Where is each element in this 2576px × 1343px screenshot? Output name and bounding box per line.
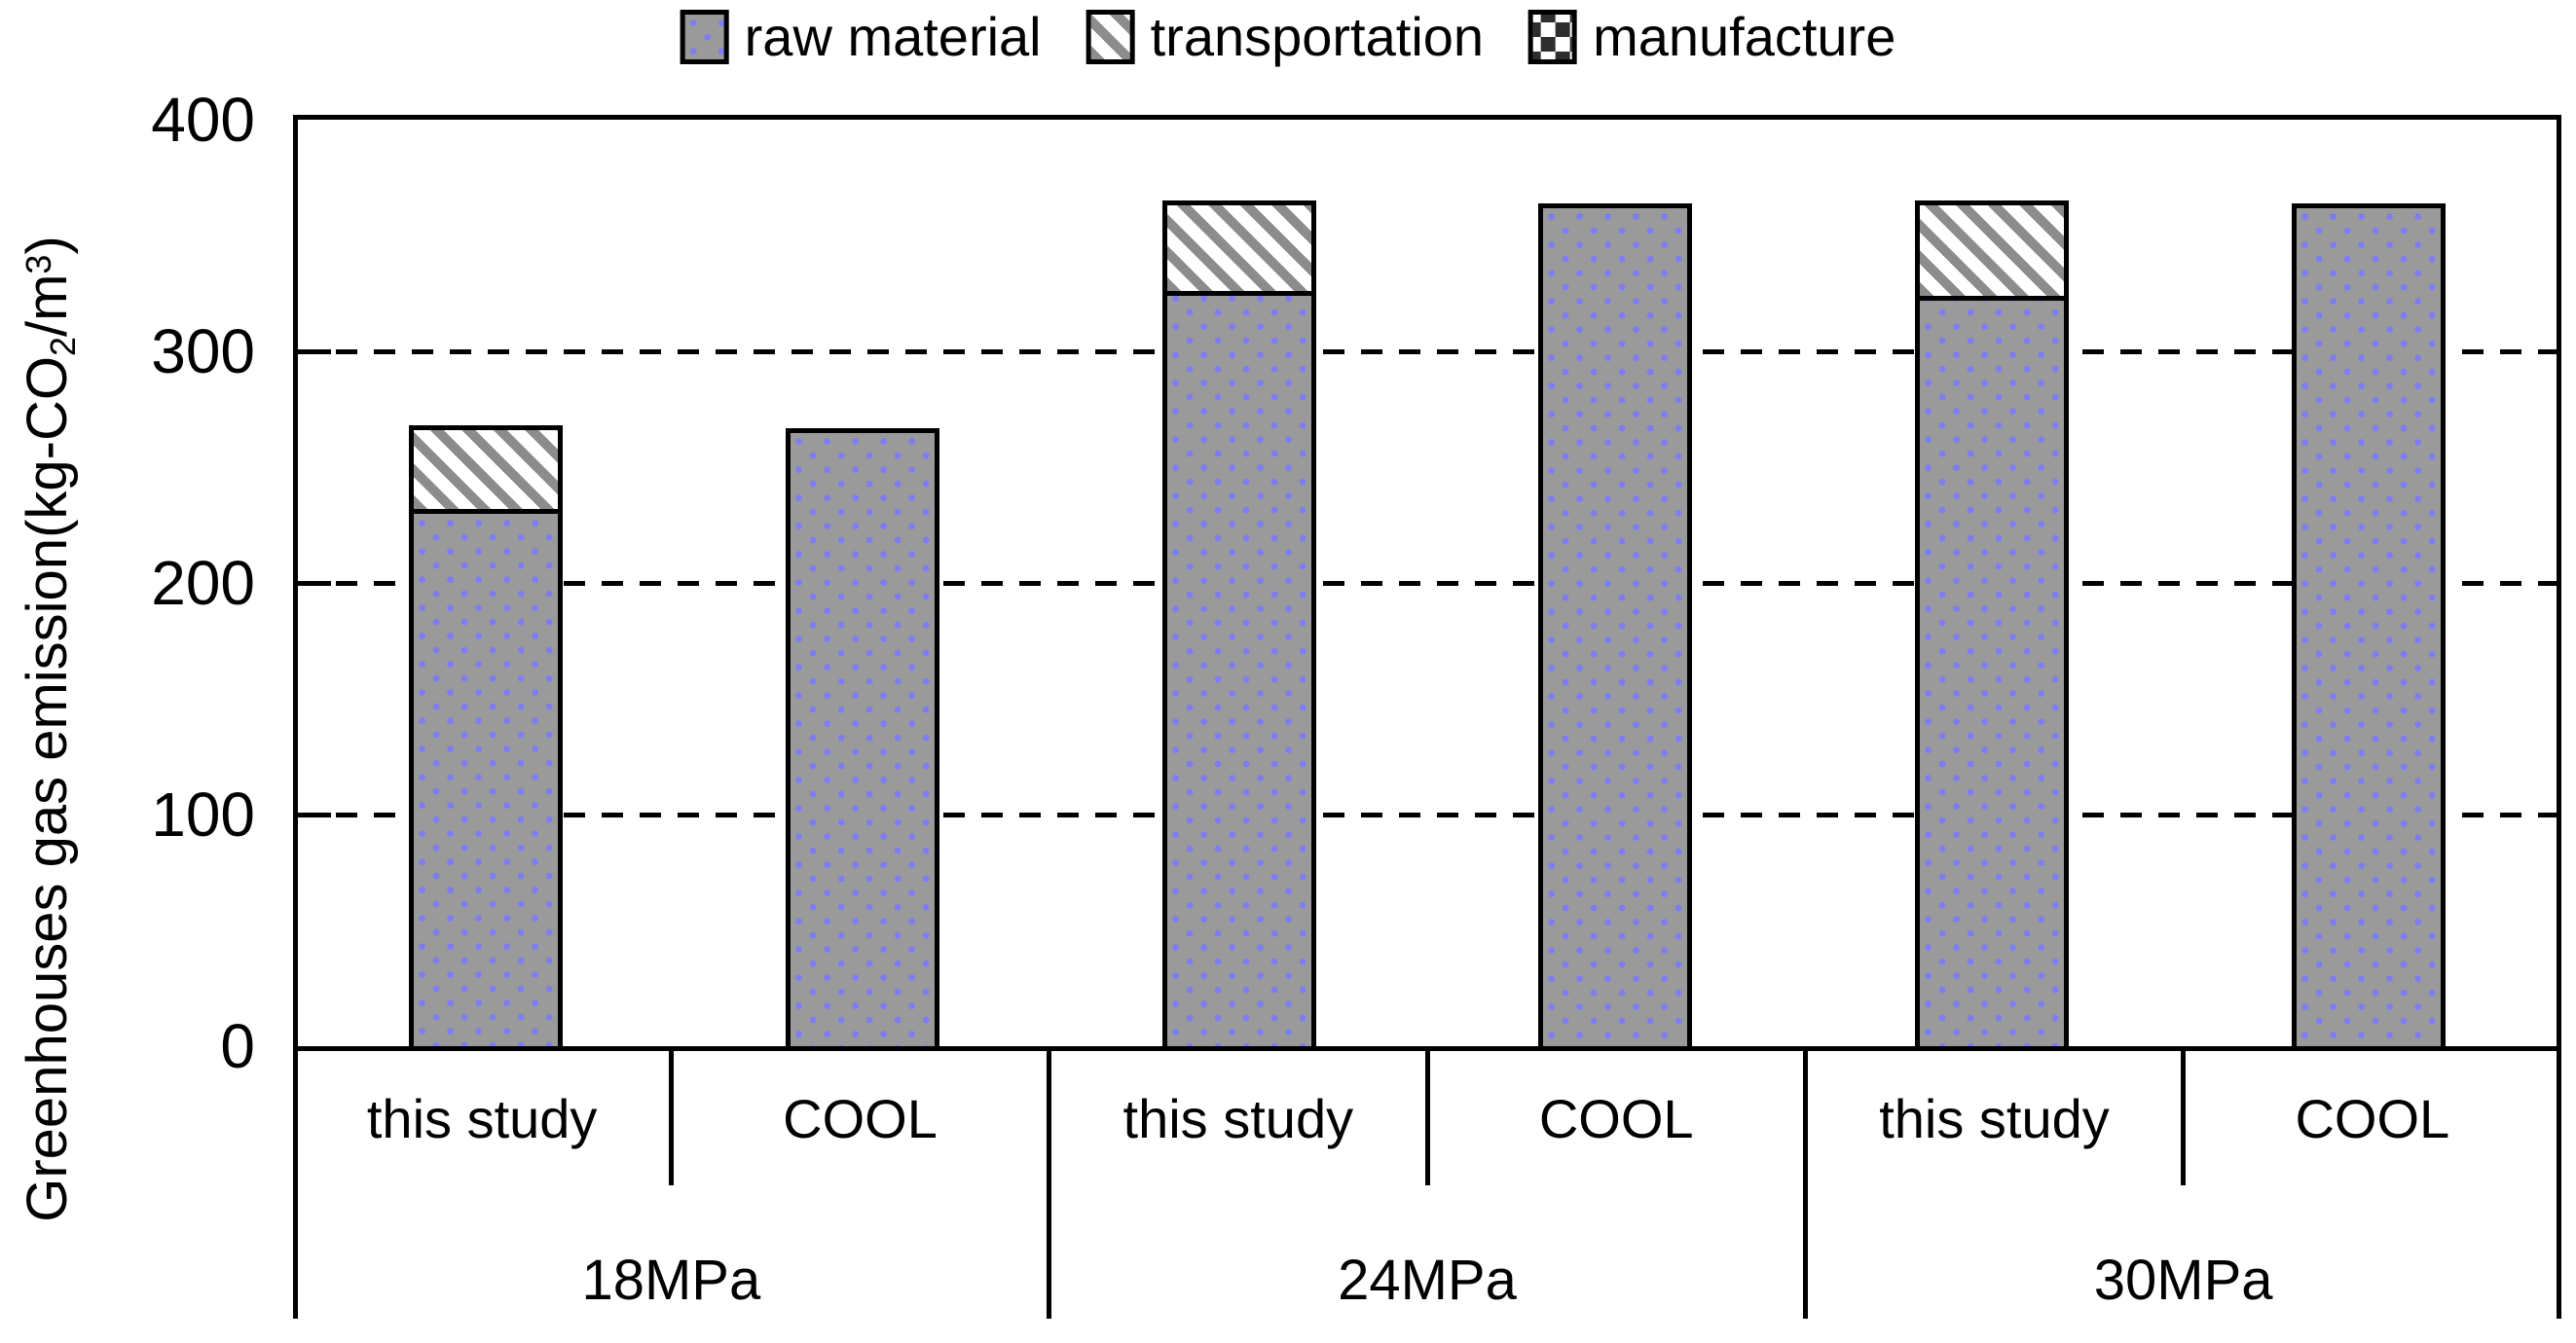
x-axis-sublabel-this-study: this study bbox=[1879, 1087, 2110, 1149]
bar-18MPa-COOL bbox=[786, 428, 939, 1046]
x-axis-group-label-24MPa: 24MPa bbox=[1338, 1249, 1517, 1312]
y-tick-label-400: 400 bbox=[151, 85, 255, 155]
y-tick-label-300: 300 bbox=[151, 316, 255, 386]
x-axis-group-label-18MPa: 18MPa bbox=[581, 1249, 761, 1312]
y-tick-label-100: 100 bbox=[151, 780, 255, 850]
bar-24MPa-this-study bbox=[1161, 200, 1316, 1046]
gridline-200 bbox=[298, 580, 2557, 586]
legend-swatch-transportation-icon bbox=[1086, 10, 1135, 64]
legend-item-label: manufacture bbox=[1593, 6, 1896, 67]
bar-30MPa-this-study bbox=[1915, 200, 2069, 1046]
bar-18MPa-this-study bbox=[409, 425, 564, 1046]
y-axis-title-superscript: 3 bbox=[18, 254, 58, 274]
bar-segment-transportation bbox=[1166, 205, 1311, 296]
x-axis-sublabel-COOL: COOL bbox=[2295, 1087, 2450, 1149]
legend-swatch-raw-material-icon bbox=[680, 10, 729, 64]
x-axis-right-edge-line bbox=[2557, 1051, 2561, 1319]
x-axis-label-area: this study COOL 18MPa this study COOL 24MPa th… bbox=[293, 1051, 2561, 1324]
y-axis-title-close: ) bbox=[16, 236, 80, 255]
x-axis-group-label-30MPa: 30MPa bbox=[2093, 1249, 2273, 1312]
bar-24MPa-COOL bbox=[1538, 203, 1693, 1046]
plot-area bbox=[293, 115, 2561, 1051]
y-tick-label-0: 0 bbox=[220, 1011, 255, 1081]
bar-30MPa-COOL bbox=[2291, 203, 2446, 1046]
legend: raw material transportation manufacture bbox=[680, 6, 1895, 68]
x-axis-sublabel-divider bbox=[1424, 1051, 1430, 1185]
x-axis-sublabel-COOL: COOL bbox=[783, 1087, 938, 1149]
y-tick-label-200: 200 bbox=[151, 548, 255, 618]
x-axis-sublabel-divider bbox=[2181, 1051, 2187, 1185]
x-axis-left-edge-line bbox=[293, 1051, 298, 1319]
bar-segment-transportation bbox=[1920, 205, 2064, 301]
legend-item-transportation: transportation bbox=[1086, 6, 1484, 68]
x-axis-sublabel-COOL: COOL bbox=[1538, 1087, 1694, 1149]
legend-item-label: raw material bbox=[744, 6, 1042, 67]
x-axis-group-divider bbox=[1802, 1051, 1808, 1319]
bar-segment-transportation bbox=[414, 430, 559, 514]
gridline-100 bbox=[298, 812, 2557, 817]
x-axis-sublabel-this-study: this study bbox=[1122, 1087, 1354, 1149]
legend-item-manufacture: manufacture bbox=[1528, 6, 1895, 68]
legend-item-label: transportation bbox=[1150, 6, 1485, 67]
y-axis-tick-labels: 0 100 200 300 400 bbox=[88, 89, 273, 1077]
gridline-300 bbox=[298, 348, 2557, 354]
x-axis-sublabel-this-study: this study bbox=[366, 1087, 598, 1149]
y-axis-title: Greenhouses gas emission(kg-CO2/m3) bbox=[4, 115, 83, 1343]
x-axis-group-divider bbox=[1047, 1051, 1052, 1319]
legend-item-raw-material: raw material bbox=[680, 6, 1042, 68]
legend-swatch-manufacture-icon bbox=[1528, 10, 1578, 64]
x-axis-sublabel-divider bbox=[668, 1051, 674, 1185]
